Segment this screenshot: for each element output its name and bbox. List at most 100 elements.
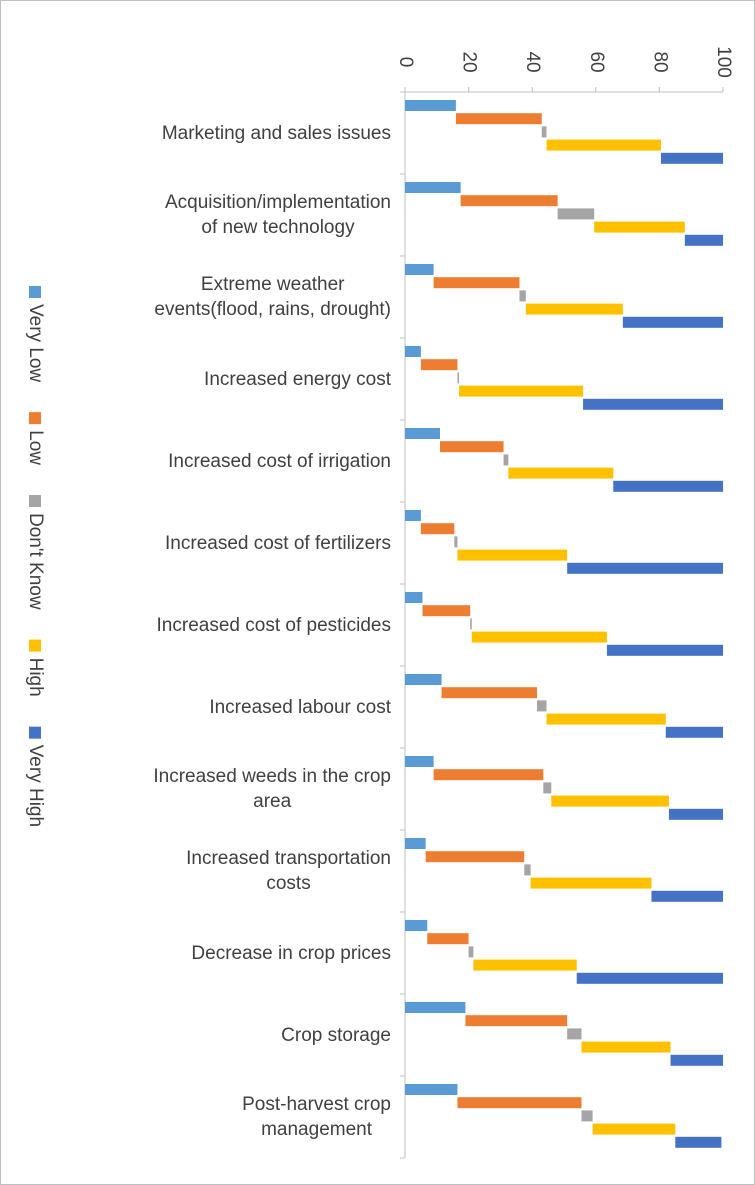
legend-label: High	[25, 658, 46, 697]
bar-segment	[470, 618, 472, 630]
category-label: Decrease in crop prices	[61, 912, 391, 994]
bar-segment	[546, 713, 666, 725]
bar-segment	[457, 372, 460, 384]
category-label: Increased labour cost	[61, 666, 391, 748]
bar-segment	[457, 549, 568, 561]
category-text: Increased cost of irrigation	[168, 450, 391, 472]
bar-segment	[405, 674, 442, 685]
legend-swatch	[29, 726, 41, 739]
bar-segment	[567, 562, 723, 574]
bar-segment	[454, 536, 458, 548]
category-label: Extreme weather events(flood, rains, dro…	[61, 256, 391, 338]
category-text: Acquisition/implementation of new techno…	[164, 192, 391, 238]
bar-segment	[592, 1123, 676, 1135]
bar-segment	[581, 1110, 593, 1122]
bar-segment	[433, 277, 520, 289]
x-tick-label: 0	[395, 57, 416, 68]
legend-swatch	[29, 412, 41, 425]
bar-segment	[576, 972, 723, 984]
bar-segment	[465, 1015, 568, 1027]
legend: Very Low Low Don't Know High Very High	[25, 286, 46, 827]
bar-segment	[519, 290, 526, 302]
bar-segment	[541, 126, 547, 138]
legend-label: Very High	[25, 745, 46, 827]
category-label: Increased cost of pesticides	[61, 584, 391, 666]
bar-segment	[651, 890, 723, 902]
bar-segment	[441, 687, 537, 699]
category-label: Increased cost of fertilizers	[61, 502, 391, 584]
bar-segment	[471, 631, 607, 643]
bar-segment	[581, 1041, 671, 1053]
bar-segment	[405, 100, 456, 111]
bar-segment	[530, 877, 652, 889]
legend-swatch	[29, 286, 41, 298]
legend-label: Very Low	[25, 304, 46, 382]
category-label: Increased transportation costs	[61, 830, 391, 912]
bar-segment	[405, 592, 423, 603]
bar-segment	[405, 1084, 458, 1095]
bar-segment	[503, 454, 509, 466]
bar-segment	[405, 428, 440, 439]
bar-segment	[473, 959, 577, 971]
category-label: Acquisition/implementation of new techno…	[61, 174, 391, 256]
category-text: Crop storage	[281, 1024, 391, 1046]
category-label: Increased cost of irrigation	[61, 420, 391, 502]
bar-segment	[660, 152, 723, 164]
bar-segment	[405, 510, 421, 521]
bar-segment	[459, 385, 584, 397]
bar-segment	[551, 795, 669, 807]
bar-segment	[405, 182, 461, 193]
x-tick-label: 40	[522, 51, 543, 72]
bar-segment	[405, 920, 428, 931]
bar-segment	[422, 605, 471, 617]
bar-segment	[536, 700, 547, 712]
bar-segment	[606, 644, 723, 656]
category-text: Decrease in crop prices	[191, 942, 391, 964]
bar-segment	[405, 838, 426, 849]
category-label: Increased energy cost	[61, 338, 391, 420]
bar-segment	[433, 769, 544, 781]
category-text: Increased cost of fertilizers	[165, 532, 391, 554]
bar-segment	[567, 1028, 582, 1040]
bar-segment	[420, 523, 455, 535]
category-text: Post-harvest crop management	[242, 1094, 391, 1140]
bar-segment	[557, 208, 595, 220]
bar-segment	[524, 864, 531, 876]
bar-segment	[468, 946, 474, 958]
x-tick-label: 80	[649, 51, 670, 72]
bar-segment	[665, 726, 723, 738]
bar-segment	[425, 851, 525, 863]
bar-segment	[525, 303, 623, 315]
bar-segment	[405, 756, 434, 767]
legend-swatch	[29, 495, 41, 508]
category-text: Increased cost of pesticides	[156, 614, 391, 636]
bar-segment	[670, 1054, 723, 1066]
bar-segment	[455, 113, 542, 125]
category-text: Increased labour cost	[209, 696, 391, 718]
bar-segment	[583, 398, 723, 410]
x-tick-label: 100	[713, 46, 734, 78]
bar-segment	[684, 234, 723, 246]
bar-segment	[622, 316, 723, 328]
bar-segment	[405, 346, 421, 357]
bar-segment	[420, 359, 458, 371]
bar-segment	[427, 933, 469, 945]
category-text: Increased transportation costs	[186, 848, 391, 894]
category-label: Crop storage	[61, 994, 391, 1076]
legend-swatch	[29, 639, 41, 652]
bar-segment	[405, 264, 434, 275]
x-tick-label: 20	[459, 51, 480, 72]
x-tick-label: 60	[586, 51, 607, 72]
bar-segment	[675, 1136, 722, 1148]
bar-segment	[460, 195, 558, 207]
category-text: Increased energy cost	[204, 368, 391, 390]
category-label: Marketing and sales issues	[61, 92, 391, 174]
legend-label: Don't Know	[25, 513, 46, 610]
bar-segment	[613, 480, 723, 492]
category-label: Increased weeds in the crop area	[61, 748, 391, 830]
bar-segment	[546, 139, 661, 151]
bar-segment	[405, 1002, 466, 1013]
bar-segment	[457, 1097, 582, 1109]
